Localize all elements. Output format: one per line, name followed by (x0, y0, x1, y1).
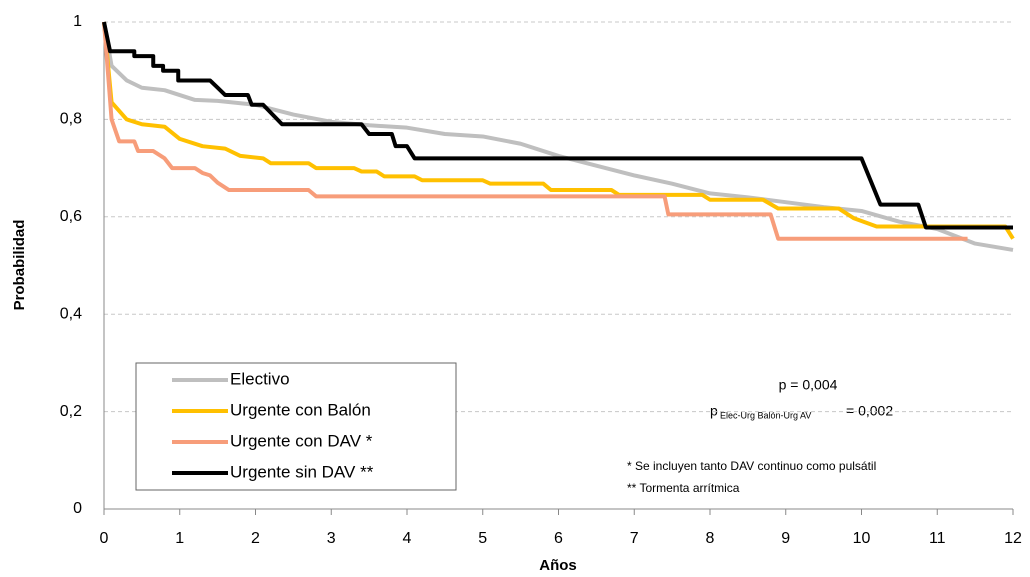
x-tick-label: 0 (100, 530, 109, 547)
legend-label: Urgente con DAV * (230, 431, 373, 450)
y-tick-label: 0,8 (60, 111, 82, 128)
x-tick-label: 4 (403, 530, 412, 547)
x-tick-label: 11 (929, 530, 946, 547)
x-tick-label: 9 (781, 530, 790, 547)
p-sub-main: p (710, 403, 718, 419)
x-tick-label: 1 (175, 530, 184, 547)
x-tick-label: 12 (1004, 530, 1022, 547)
p-value: p = 0,004 (779, 377, 838, 393)
x-tick-label: 2 (251, 530, 260, 547)
survival-line (102, 21, 1013, 230)
x-tick-label: 10 (853, 530, 871, 547)
legend-label: Electivo (230, 369, 290, 388)
survival-line (102, 21, 1014, 252)
y-tick-label: 0 (73, 500, 82, 517)
y-tick-label: 0,2 (60, 403, 82, 420)
x-tick-label: 7 (630, 530, 639, 547)
x-tick-label: 3 (327, 530, 336, 547)
survival-line (102, 21, 1015, 240)
legend-label: Urgente con Balón (230, 400, 371, 419)
x-tick-label: 6 (554, 530, 563, 547)
legend-label: Urgente sin DAV ** (230, 462, 374, 481)
p-sub-value: = 0,002 (846, 403, 893, 419)
p-sub-index: Elec-Urg Balón-Urg AV (720, 410, 811, 420)
y-axis-title: Probabilidad (11, 220, 28, 311)
x-axis-title: Años (539, 557, 577, 574)
x-tick-label: 5 (478, 530, 487, 547)
footnote: ** Tormenta arrítmica (627, 481, 740, 495)
survival-line (102, 21, 968, 241)
footnote: * Se incluyen tanto DAV continuo como pu… (627, 459, 876, 473)
legend-box (135, 362, 457, 491)
x-tick-label: 8 (706, 530, 715, 547)
y-tick-label: 0,4 (60, 305, 82, 322)
y-tick-label: 0,6 (60, 208, 82, 225)
y-tick-label: 1 (73, 13, 82, 30)
